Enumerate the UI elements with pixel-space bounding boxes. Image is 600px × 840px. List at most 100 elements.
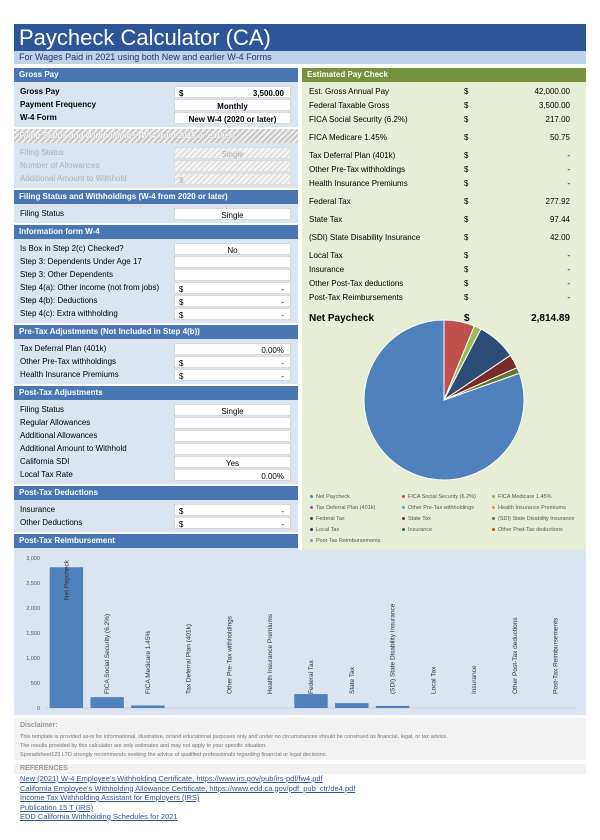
estimated-header: Estimated Pay Check bbox=[302, 68, 586, 82]
field-input[interactable]: $- bbox=[174, 517, 291, 529]
legend-label: (SDI) State Disability Insurance bbox=[498, 516, 575, 522]
currency-symbol: $ bbox=[179, 359, 184, 368]
y-tick-label: 500 bbox=[31, 681, 40, 687]
field-input[interactable]: Single bbox=[174, 208, 291, 220]
x-category-label: Other Pre-Tax withholdings bbox=[226, 615, 233, 694]
field-input[interactable]: New W-4 (2020 or later) bbox=[174, 112, 291, 124]
field-label: Local Tax Rate bbox=[20, 470, 73, 479]
field-input[interactable]: $- bbox=[174, 282, 291, 294]
field-label: Additional Amount to Withhold bbox=[20, 444, 127, 453]
references: REFERENCES New (2021) W-4 Employee's Wit… bbox=[14, 764, 586, 822]
field-input[interactable] bbox=[174, 417, 291, 429]
input-row: Step 3: Other Dependents bbox=[14, 268, 298, 281]
field-input[interactable]: $3,500.00 bbox=[174, 86, 291, 98]
field-value: 3,500.00 bbox=[252, 89, 284, 98]
estimate-currency: $ bbox=[464, 233, 469, 242]
field-input[interactable]: $- bbox=[174, 308, 291, 320]
x-category-label: Insurance bbox=[471, 665, 478, 694]
field-input[interactable] bbox=[174, 269, 291, 281]
field-label: Regular Allowances bbox=[20, 418, 91, 427]
legend-label: Other Pre-Tax withholdings bbox=[408, 505, 475, 511]
section-body: Gross Pay $3,500.00 Payment Frequency Month… bbox=[14, 82, 298, 127]
x-category-label: Federal Tax bbox=[308, 659, 315, 694]
estimate-label: State Tax bbox=[309, 215, 343, 224]
field-value: - bbox=[281, 285, 284, 294]
estimate-currency: $ bbox=[464, 279, 469, 288]
field-label: Is Box in Step 2(c) Checked? bbox=[20, 244, 124, 253]
estimate-row: Local Tax $ - bbox=[302, 249, 586, 263]
input-row: Gross Pay $3,500.00 bbox=[14, 85, 298, 98]
input-panel: Gross Pay Gross Pay $3,500.00 Payment Frequ… bbox=[14, 68, 298, 567]
pie-chart bbox=[363, 319, 525, 481]
x-category-label: FICA Social Security (6.2%) bbox=[104, 614, 111, 694]
x-category-label: FICA Medicare 1.45% bbox=[145, 631, 152, 694]
field-label: Additional Amount to Withhold bbox=[20, 174, 127, 183]
currency-symbol: $ bbox=[179, 89, 184, 98]
estimate-label: Federal Tax bbox=[309, 197, 351, 206]
net-paycheck-row: Net Paycheck $ 2,814.89 bbox=[302, 311, 586, 327]
x-category-label: Local Tax bbox=[430, 666, 437, 694]
field-label: Filing Status bbox=[20, 405, 65, 414]
input-row: Other Deductions $ - bbox=[14, 516, 298, 529]
estimate-currency: $ bbox=[464, 265, 469, 274]
section-body: Is Box in Step 2(c) Checked? No Step 3: De… bbox=[14, 239, 298, 323]
field-input[interactable]: 0.00% bbox=[174, 469, 291, 481]
input-row: Additional Amount to Withhold $ - bbox=[14, 172, 298, 185]
legend-label: Local Tax bbox=[316, 527, 340, 533]
field-value: - bbox=[281, 372, 284, 381]
section-header-pretax: Pre-Tax Adjustments (Not Included in Ste… bbox=[14, 325, 298, 339]
field-input[interactable]: $- bbox=[174, 504, 291, 516]
reference-link[interactable]: EDD California Withholding Schedules for… bbox=[20, 812, 178, 821]
field-label: W-4 Form bbox=[20, 113, 57, 122]
currency-symbol: $ bbox=[179, 372, 184, 381]
field-input[interactable]: 0.00% bbox=[174, 343, 291, 355]
input-row: Step 3: Dependents Under Age 17 bbox=[14, 255, 298, 268]
x-category-label: Health Insurance Premiums bbox=[267, 613, 274, 694]
estimate-label: Local Tax bbox=[309, 251, 343, 260]
field-input[interactable]: No bbox=[174, 243, 291, 255]
legend-item: Federal Tax bbox=[310, 516, 345, 522]
section-header-gross-pay: Gross Pay bbox=[14, 68, 298, 82]
currency-symbol: $ bbox=[179, 176, 184, 185]
reference-link[interactable]: Publication 15 T (IRS) bbox=[20, 802, 94, 812]
field-label: Tax Deferral Plan (401k) bbox=[20, 344, 107, 353]
reference-link[interactable]: California Employee's Withholding Allowa… bbox=[20, 783, 356, 793]
field-input[interactable]: Yes bbox=[174, 456, 291, 468]
field-value: - bbox=[281, 507, 284, 516]
field-input[interactable] bbox=[174, 443, 291, 455]
estimate-value: 50.75 bbox=[549, 133, 570, 142]
estimate-row: Insurance $ - bbox=[302, 263, 586, 277]
section-header-w4-info: Information form W-4 bbox=[14, 225, 298, 239]
section-header-posttax-ded: Post-Tax Deductions bbox=[14, 486, 298, 500]
legend-marker bbox=[492, 506, 495, 510]
estimate-value: 42.00 bbox=[549, 233, 570, 242]
field-input: $ - bbox=[174, 173, 291, 185]
bar bbox=[131, 705, 165, 708]
field-input[interactable]: $- bbox=[174, 356, 291, 368]
field-input[interactable]: Single bbox=[174, 404, 291, 416]
field-input[interactable]: $- bbox=[174, 295, 291, 307]
field-input[interactable]: Monthly bbox=[174, 99, 291, 111]
field-label: Step 4(a): Other income (not from jobs) bbox=[20, 283, 160, 292]
x-category-label: Other Post-Tax deductions bbox=[512, 617, 519, 694]
reference-link[interactable]: New (2021) W-4 Employee's Withholding Ce… bbox=[20, 774, 323, 783]
legend-label: State Tax bbox=[408, 516, 431, 522]
input-row: Additional Amount to Withhold bbox=[14, 442, 298, 455]
input-row: Regular Allowances bbox=[14, 416, 298, 429]
bar-chart-area: 0 500 1,000 1,500 2,000 2,500 3,000 Net Paychec… bbox=[14, 550, 586, 715]
estimate-value: - bbox=[567, 151, 570, 160]
estimate-value: 3,500.00 bbox=[538, 101, 570, 110]
field-input[interactable]: $- bbox=[174, 369, 291, 381]
legend-label: Post-Tax Reimbursements bbox=[316, 538, 381, 544]
field-input[interactable] bbox=[174, 256, 291, 268]
x-category-label: (SDI) State Disability Insurance bbox=[390, 603, 397, 694]
field-input[interactable] bbox=[174, 430, 291, 442]
legend-item: Other Post-Tax deductions bbox=[492, 527, 563, 533]
disclaimer-line: The results provided by this calculator … bbox=[20, 743, 267, 749]
input-row: Other Pre-Tax withholdings $ - bbox=[14, 355, 298, 368]
estimate-label: (SDI) State Disability Insurance bbox=[309, 233, 421, 242]
reference-link[interactable]: Income Tax Withholding Assistant for Emp… bbox=[20, 793, 200, 802]
estimate-row: Est. Gross Annual Pay $42,000.00 bbox=[302, 85, 586, 99]
field-label: Payment Frequency bbox=[20, 100, 97, 109]
legend-marker bbox=[310, 528, 313, 532]
